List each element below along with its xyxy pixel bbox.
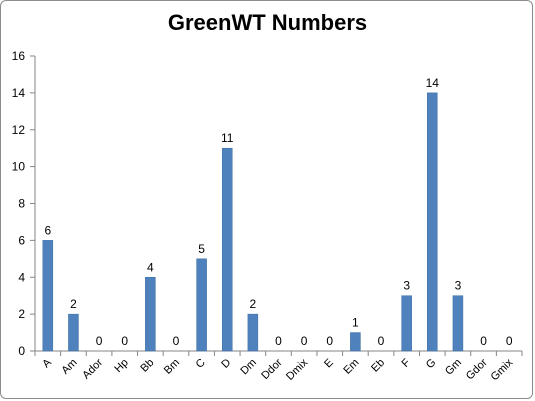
x-tick-label-F: F (400, 356, 413, 369)
chart-axes (30, 55, 523, 356)
bars (42, 92, 464, 352)
x-tick-label-D: D (219, 357, 233, 371)
y-tick-label: 8 (18, 197, 25, 211)
x-tick-label-Bb: Bb (138, 357, 156, 375)
data-label-Dmix: 0 (301, 334, 308, 348)
bar-Em (350, 332, 361, 352)
data-label-Bb: 4 (147, 260, 154, 274)
y-tick-label: 4 (18, 270, 25, 284)
y-tick-label: 12 (12, 123, 26, 137)
x-tick-label-Gdor: Gdor (464, 356, 490, 382)
bar-Bb (145, 277, 156, 352)
x-tick-label-Gm: Gm (443, 357, 464, 378)
data-label-Dm: 2 (250, 297, 257, 311)
y-tick-label: 10 (12, 160, 26, 174)
y-tick-label: 16 (12, 49, 26, 63)
data-label-F: 3 (403, 279, 410, 293)
bar-G (427, 92, 438, 352)
data-label-C: 5 (198, 242, 205, 256)
y-tick-label: 2 (18, 307, 25, 321)
bar-D (221, 147, 233, 352)
x-tick-label-Dmix: Dmix (284, 356, 311, 383)
x-tick-label-G: G (424, 357, 439, 372)
y-tick-label: 14 (12, 86, 26, 100)
x-tick-label-Hp: Hp (112, 357, 130, 375)
data-label-Gmix: 0 (506, 334, 513, 348)
data-label-D: 11 (221, 131, 234, 145)
data-labels: 6 2 0 0 4 0 5 11 2 0 0 0 1 0 3 14 3 0 0 (44, 76, 512, 348)
x-tick-label-Ddor: Ddor (259, 356, 285, 382)
data-label-Bm: 0 (173, 334, 180, 348)
x-tick-label-Gmix: Gmix (489, 356, 516, 383)
data-label-E: 0 (326, 334, 333, 348)
data-label-Eb: 0 (378, 334, 385, 348)
bar-Am (68, 313, 79, 352)
x-tick-label-C: C (194, 357, 208, 371)
x-tick-label-Am: Am (59, 357, 79, 377)
bar-C (196, 258, 207, 352)
x-tick-label-A: A (40, 356, 54, 370)
data-label-Ador: 0 (96, 334, 103, 348)
x-tick-label-E: E (322, 357, 336, 371)
data-label-A: 6 (44, 223, 51, 237)
data-label-Am: 2 (70, 297, 77, 311)
data-label-Gdor: 0 (480, 334, 487, 348)
data-label-Em: 1 (352, 316, 359, 330)
data-label-Gm: 3 (455, 279, 462, 293)
bar-F (401, 295, 412, 352)
x-tick-label-Eb: Eb (369, 357, 387, 375)
x-tick-label-Ador: Ador (80, 356, 105, 381)
x-tick-label-Bm: Bm (162, 357, 182, 377)
y-tick-label: 6 (18, 233, 25, 247)
data-label-Ddor: 0 (275, 334, 282, 348)
bar-Dm (247, 313, 259, 352)
y-tick-labels: 0 2 4 6 8 10 12 14 16 (12, 49, 26, 358)
chart-title: GreenWT Numbers (167, 10, 368, 35)
data-label-G: 14 (426, 76, 440, 90)
x-tick-labels: A Am Ador Hp Bb Bm C D Dm Ddor Dmix E Em Eb F G Gm GdorGm… (40, 356, 515, 383)
y-tick-label: 0 (18, 344, 25, 358)
data-label-Hp: 0 (121, 334, 128, 348)
x-tick-label-Em: Em (341, 357, 361, 377)
bar-A (42, 240, 54, 352)
x-tick-label-Dm: Dm (238, 357, 259, 378)
bar-Gm (452, 295, 464, 352)
